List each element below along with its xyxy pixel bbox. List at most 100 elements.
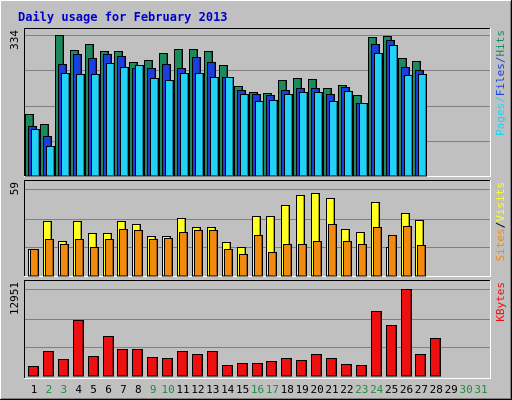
- y-max-label: 59: [8, 182, 21, 195]
- legend-kbytes: KBytes: [494, 282, 507, 322]
- bar-sites-day-7: [119, 229, 128, 277]
- bar-shade: [410, 227, 411, 276]
- bar-kbytes-day-12: [192, 354, 203, 377]
- bar-sites-day-4: [75, 239, 84, 277]
- bar-kbytes-day-3: [58, 359, 69, 377]
- bar-shade: [112, 337, 113, 376]
- bar-sites-day-22: [343, 241, 352, 277]
- bar-shade: [97, 248, 98, 276]
- bar-shade: [171, 359, 172, 376]
- bar-kbytes-day-4: [73, 320, 84, 377]
- bar-pages-day-7: [120, 67, 129, 177]
- bar-shade: [321, 93, 322, 176]
- bar-shade: [231, 250, 232, 276]
- day-label-1: 1: [31, 383, 38, 396]
- bar-shade: [380, 228, 381, 276]
- bar-pages-day-24: [374, 53, 383, 177]
- bar-kbytes-day-10: [162, 358, 173, 377]
- bar-kbytes-day-7: [117, 349, 128, 377]
- bar-shade: [261, 236, 262, 276]
- bar-shade: [291, 95, 292, 176]
- bar-kbytes-day-21: [326, 358, 337, 377]
- bar-pages-day-22: [344, 91, 353, 177]
- bar-shade: [366, 104, 367, 176]
- bar-shade: [217, 78, 218, 176]
- bar-shade: [232, 78, 233, 176]
- bar-shade: [37, 250, 38, 276]
- day-label-7: 7: [120, 383, 127, 396]
- legend-entry: KBytes: [494, 282, 507, 322]
- day-label-29: 29: [445, 383, 458, 396]
- bar-sites-day-3: [60, 244, 69, 277]
- bar-sites-day-6: [105, 239, 114, 277]
- bar-shade: [365, 245, 366, 276]
- bar-sites-day-9: [149, 239, 158, 277]
- bar-kbytes-day-2: [43, 351, 54, 377]
- bar-pages-day-11: [180, 73, 189, 177]
- bar-shade: [186, 352, 187, 376]
- day-label-9: 9: [150, 383, 157, 396]
- bar-shade: [424, 355, 425, 376]
- bar-pages-day-19: [299, 92, 308, 177]
- bar-sites-day-11: [179, 232, 188, 277]
- bar-sites-day-17: [268, 252, 277, 277]
- day-label-5: 5: [90, 383, 97, 396]
- panel-kbytes: 12951 KBytes: [8, 280, 507, 379]
- bar-shade: [380, 312, 381, 376]
- bar-shade: [53, 147, 54, 176]
- bar-shade: [425, 75, 426, 176]
- bar-sites-day-23: [358, 244, 367, 277]
- bar-sites-day-12: [194, 230, 203, 277]
- day-label-20: 20: [310, 383, 323, 396]
- bar-shade: [202, 74, 203, 176]
- bar-shade: [52, 352, 53, 376]
- bar-pages-day-2: [46, 146, 55, 177]
- day-label-24: 24: [370, 383, 384, 396]
- day-label-17: 17: [266, 383, 279, 396]
- legend-hits_files_pages: Pages/Files/Hits: [494, 30, 507, 136]
- bar-shade: [395, 326, 396, 376]
- bar-kbytes-day-13: [207, 351, 218, 377]
- bar-kbytes-day-11: [177, 351, 188, 377]
- bar-shade: [246, 255, 247, 276]
- bar-shade: [67, 360, 68, 376]
- bar-kbytes-day-18: [281, 358, 292, 377]
- bar-pages-day-12: [195, 73, 204, 177]
- bar-shade: [187, 74, 188, 176]
- bar-shade: [38, 130, 39, 176]
- bar-shade: [303, 196, 304, 276]
- bar-sites-day-26: [403, 226, 412, 277]
- bar-kbytes-day-1: [28, 366, 39, 377]
- panel-background: [24, 280, 490, 378]
- series-kbytes: [28, 289, 441, 377]
- y-max-label: 334: [8, 30, 21, 50]
- bar-kbytes-day-19: [296, 360, 307, 377]
- legend-visits_sites: Sites/Visits: [494, 182, 507, 262]
- bar-pages-day-6: [106, 63, 115, 177]
- bar-shade: [318, 194, 319, 276]
- bar-shade: [142, 66, 143, 176]
- bar-kbytes-day-8: [132, 349, 143, 377]
- bar-pages-day-14: [225, 77, 234, 177]
- bar-shade: [288, 206, 289, 276]
- day-label-3: 3: [60, 383, 67, 396]
- bar-kbytes-day-17: [266, 361, 277, 377]
- bar-shade: [172, 81, 173, 176]
- bar-sites-day-18: [283, 244, 292, 277]
- bar-shade: [424, 246, 425, 276]
- bar-shade: [171, 239, 172, 276]
- bar-shade: [127, 68, 128, 176]
- series-sites: [30, 224, 426, 277]
- day-label-8: 8: [135, 383, 142, 396]
- bar-shade: [290, 245, 291, 276]
- legend-entry: /: [494, 222, 507, 229]
- day-label-13: 13: [206, 383, 219, 396]
- bar-kbytes-day-28: [430, 338, 441, 377]
- bar-sites-day-15: [239, 254, 248, 277]
- bar-shade: [290, 359, 291, 376]
- bar-shade: [98, 75, 99, 176]
- bar-kbytes-day-25: [386, 325, 397, 377]
- panel-visits_sites: 59 Sites/Visits: [8, 180, 507, 277]
- bar-shade: [83, 75, 84, 176]
